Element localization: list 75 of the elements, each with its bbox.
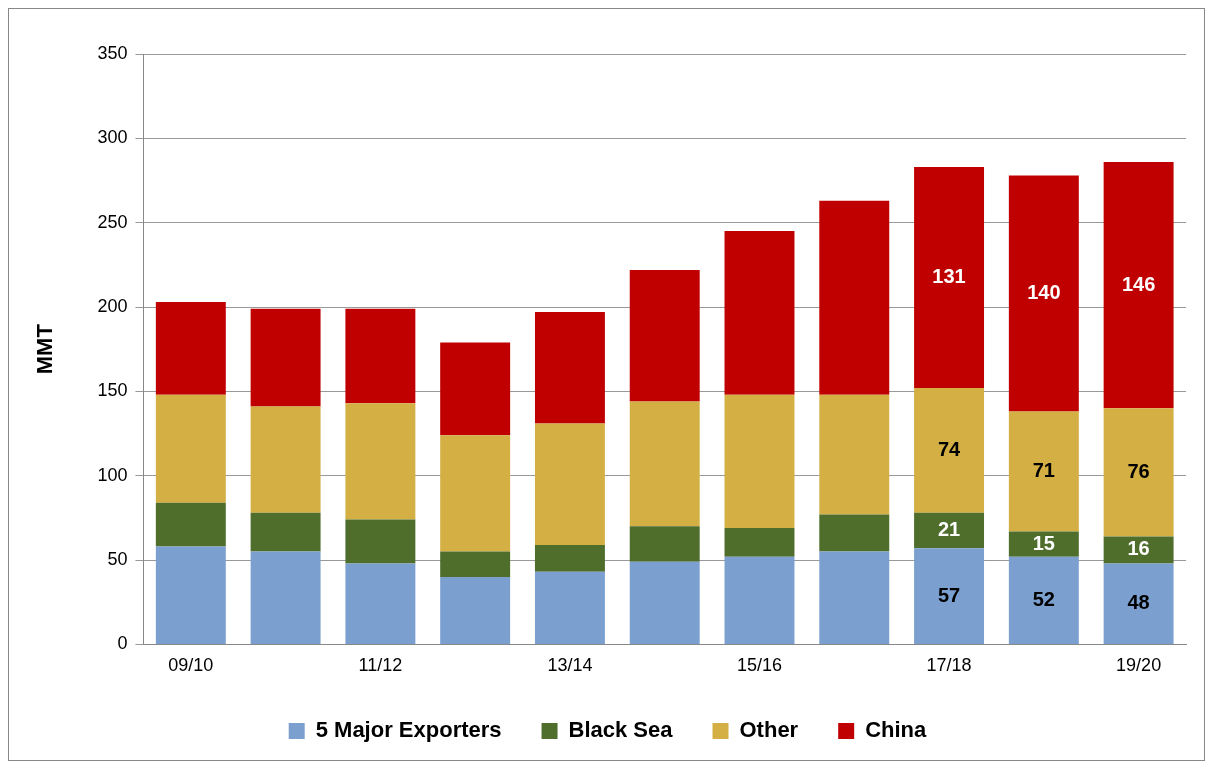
data-label: 146 — [1121, 272, 1156, 295]
bar — [629, 561, 700, 644]
bar — [914, 548, 985, 644]
data-label: 48 — [1127, 591, 1150, 614]
x-tick-label: 11/12 — [358, 655, 403, 676]
bar — [724, 394, 795, 529]
bar — [1103, 161, 1174, 409]
bar — [440, 576, 511, 644]
bar — [629, 526, 700, 562]
bar — [1008, 556, 1079, 644]
bar — [724, 528, 795, 557]
bar — [1008, 531, 1079, 557]
bar — [1103, 563, 1174, 644]
bar — [534, 571, 605, 644]
bar — [345, 403, 416, 520]
bar — [345, 563, 416, 644]
bar — [534, 423, 605, 545]
data-label: 140 — [1027, 281, 1061, 304]
y-tick-label: 50 — [107, 549, 128, 570]
bar — [1008, 175, 1079, 412]
bar — [440, 342, 511, 436]
bar — [345, 519, 416, 564]
x-tick-label: 09/10 — [168, 655, 214, 676]
legend-label: 5 Major Exporters — [315, 717, 502, 743]
bar — [155, 301, 226, 395]
bar — [914, 167, 985, 388]
bar — [819, 394, 890, 515]
bar — [1103, 536, 1174, 564]
bar — [819, 551, 890, 644]
x-tick-label: 19/20 — [1116, 655, 1162, 676]
bar — [724, 556, 795, 644]
data-label: 21 — [937, 518, 961, 541]
bar — [819, 200, 890, 395]
data-label: 76 — [1127, 459, 1150, 482]
data-label: 15 — [1032, 531, 1055, 554]
data-label: 57 — [937, 583, 961, 606]
data-label: 52 — [1032, 587, 1055, 610]
y-axis-title: MMT — [32, 323, 58, 375]
bar — [914, 388, 985, 513]
bar — [534, 312, 605, 424]
x-tick-label: 17/18 — [926, 655, 972, 676]
data-label: 16 — [1127, 537, 1150, 560]
y-tick-label: 0 — [117, 633, 128, 654]
x-tick-label: 13/14 — [547, 655, 593, 676]
data-label: 74 — [937, 437, 962, 460]
bar — [155, 502, 226, 547]
bar — [345, 308, 416, 404]
bar — [914, 512, 985, 549]
bar — [1008, 411, 1079, 532]
bar — [724, 231, 795, 395]
bar — [250, 308, 321, 407]
legend-label: Other — [739, 717, 799, 743]
y-tick-label: 100 — [97, 464, 128, 485]
bar — [534, 544, 605, 572]
legend-label: China — [865, 717, 928, 743]
bar — [1103, 408, 1174, 537]
bar — [155, 394, 226, 503]
data-label: 131 — [932, 265, 966, 288]
bar — [155, 546, 226, 644]
y-tick-label: 350 — [97, 42, 128, 63]
bar — [250, 512, 321, 552]
bar — [629, 401, 700, 527]
bar — [440, 551, 511, 577]
bar — [629, 269, 700, 402]
bar — [250, 406, 321, 513]
bar — [250, 551, 321, 644]
data-label: 71 — [1032, 459, 1055, 482]
y-tick-label: 250 — [97, 211, 128, 232]
legend-label: Black Sea — [568, 717, 674, 743]
x-tick-label: 15/16 — [736, 655, 783, 676]
y-tick-label: 200 — [97, 296, 128, 316]
y-tick-label: 300 — [97, 127, 128, 148]
bar — [440, 435, 511, 552]
bar — [819, 514, 890, 552]
y-tick-label: 150 — [97, 380, 128, 401]
